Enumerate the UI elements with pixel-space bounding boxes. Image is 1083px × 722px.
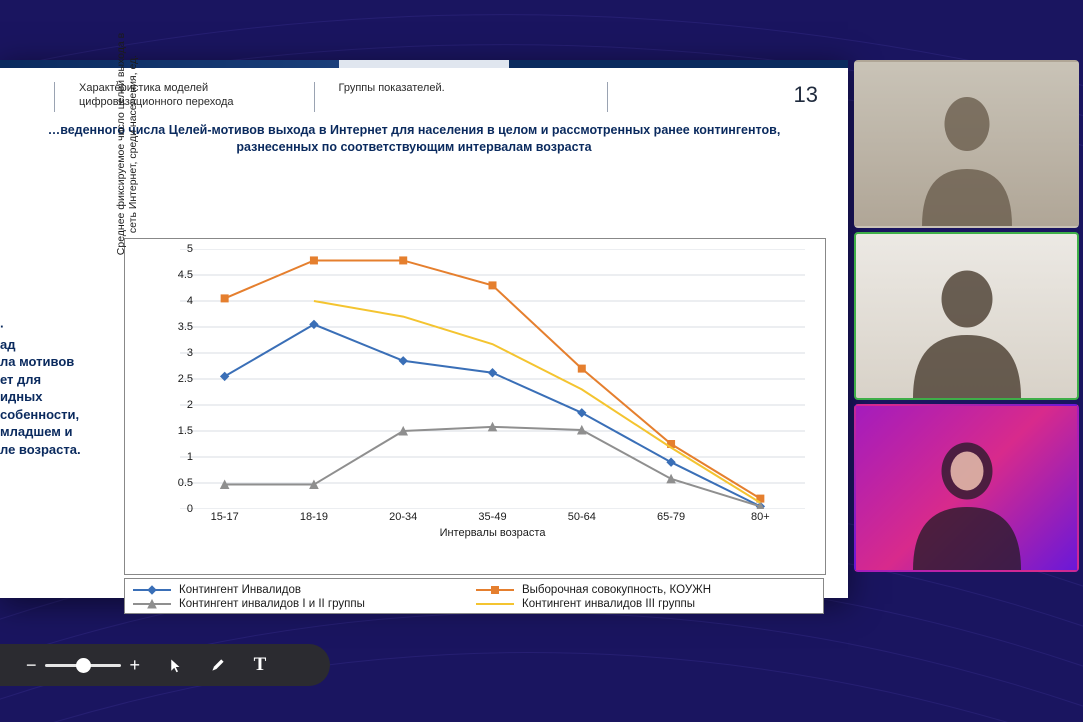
y-tick-label: 5 [187,243,193,255]
legend-swatch [131,598,173,610]
header-left-line2: цифровизационного перехода [79,96,234,110]
header-block-left: Характеристика моделей цифровизационного… [79,82,234,110]
x-tick-label: 65-79 [657,511,685,523]
video-tile-1[interactable] [854,60,1079,228]
annotation-toolbar: − + T [0,644,330,686]
header-right-line1: Группы показателей. [339,82,445,96]
y-tick-label: 2.5 [178,373,193,385]
x-tick-label: 15-17 [211,511,239,523]
chart-frame: Среднее фиксируемое число целей выхода в… [124,238,826,575]
page-number: 13 [794,82,818,108]
video-tile-3[interactable] [854,404,1079,572]
legend-swatch [131,584,173,596]
legend-label: Контингент Инвалидов [179,584,301,596]
text-tool[interactable]: T [246,651,274,679]
zoom-in-icon[interactable]: + [129,656,140,674]
y-tick-label: 1 [187,451,193,463]
chart-legend: Контингент Инвалидов Выборочная совокупн… [124,578,824,614]
header-divider [607,82,608,112]
x-tick-label: 35-49 [478,511,506,523]
y-tick-label: 2 [187,399,193,411]
x-tick-label: 20-34 [389,511,417,523]
y-tick-label: 3.5 [178,321,193,333]
header-left-line1: Характеристика моделей [79,82,234,96]
y-tick-label: 4.5 [178,269,193,281]
header-divider [54,82,55,112]
video-panel [854,60,1079,576]
y-axis-title: Среднее фиксируемое число целей выхода в… [115,14,139,274]
legend-swatch [474,598,516,610]
slider-thumb[interactable] [76,658,91,673]
video-tile-2[interactable] [854,232,1079,400]
header-divider [314,82,315,112]
presentation-slide: Характеристика моделей цифровизационного… [0,60,848,598]
y-tick-label: 3 [187,347,193,359]
legend-label: Контингент инвалидов III группы [522,598,695,610]
slider-track[interactable] [45,664,122,667]
x-axis-title: Интервалы возраста [180,527,805,539]
participant-avatar [856,62,1077,226]
legend-swatch [474,584,516,596]
y-tick-label: 0.5 [178,477,193,489]
legend-label: Контингент инвалидов I и II группы [179,598,365,610]
chart-svg [180,249,805,509]
x-tick-label: 18-19 [300,511,328,523]
cursor-tool[interactable] [162,651,190,679]
pen-tool[interactable] [204,651,232,679]
legend-item: Контингент инвалидов I и II группы [131,597,474,611]
x-tick-label: 80+ [751,511,770,523]
legend-item: Контингент инвалидов III группы [474,597,817,611]
zoom-slider[interactable]: − + [18,656,148,674]
legend-item: Контингент Инвалидов [131,583,474,597]
line-chart: Среднее фиксируемое число целей выхода в… [124,238,824,573]
x-tick-label: 50-64 [568,511,596,523]
legend-item: Выборочная совокупность, КОУЖН [474,583,817,597]
legend-label: Выборочная совокупность, КОУЖН [522,584,711,596]
side-note: ·адла мотивовет дляидныхсобенности,младш… [0,318,108,458]
header-block-right: Группы показателей. [339,82,445,96]
participant-avatar [856,406,1077,570]
y-tick-label: 0 [187,503,193,515]
participant-avatar [856,234,1077,398]
y-tick-label: 1.5 [178,425,193,437]
zoom-out-icon[interactable]: − [26,656,37,674]
y-tick-label: 4 [187,295,193,307]
plot-area [180,249,805,509]
